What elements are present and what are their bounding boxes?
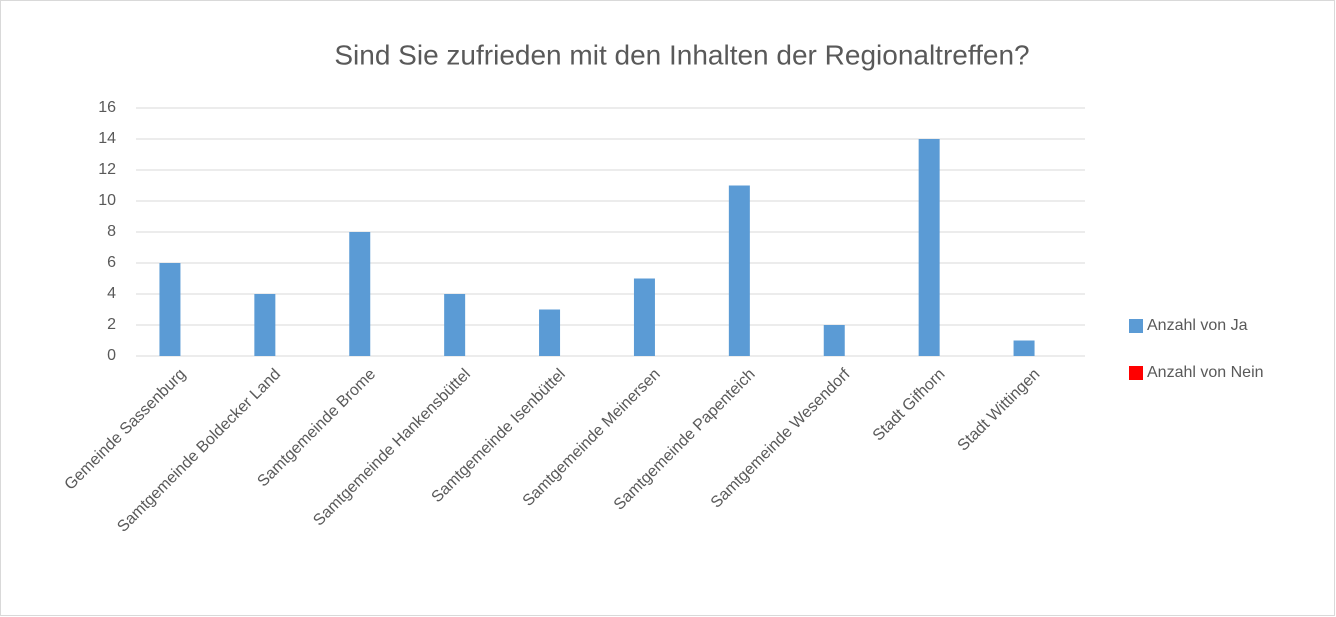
bar bbox=[728, 185, 750, 356]
bar bbox=[823, 325, 845, 356]
bar bbox=[444, 294, 466, 356]
legend-swatch bbox=[1129, 319, 1143, 333]
y-tick-label: 6 bbox=[107, 254, 116, 271]
y-tick-label: 2 bbox=[107, 316, 116, 333]
y-tick-label: 4 bbox=[107, 285, 116, 302]
legend-label: Anzahl von Nein bbox=[1147, 364, 1264, 381]
bar bbox=[254, 294, 276, 356]
y-tick-label: 16 bbox=[98, 99, 116, 116]
y-tick-label: 8 bbox=[107, 223, 116, 240]
bar bbox=[918, 139, 940, 356]
y-tick-label: 10 bbox=[98, 192, 116, 209]
bar bbox=[349, 232, 371, 356]
bar bbox=[633, 278, 655, 356]
bar bbox=[159, 263, 181, 356]
y-tick-label: 14 bbox=[98, 130, 116, 147]
legend-label: Anzahl von Ja bbox=[1147, 317, 1248, 334]
y-tick-label: 12 bbox=[98, 161, 116, 178]
bar bbox=[1013, 340, 1035, 356]
y-tick-label: 0 bbox=[107, 347, 116, 364]
chart-title: Sind Sie zufrieden mit den Inhalten der … bbox=[334, 39, 1029, 70]
legend-swatch bbox=[1129, 366, 1143, 380]
bar bbox=[539, 309, 561, 356]
